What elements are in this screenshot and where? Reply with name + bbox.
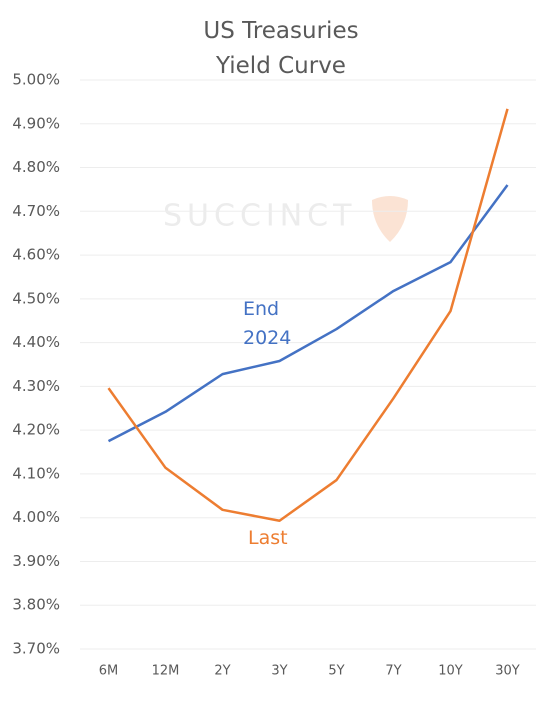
y-tick-label: 4.20% [12,421,60,439]
y-tick-label: 4.40% [12,333,60,351]
watermark-logo [372,196,408,242]
watermark: SUCCINCT [163,199,356,234]
x-tick-label: 3Y [271,664,287,679]
series-line [107,184,509,443]
y-tick-label: 4.70% [12,202,60,220]
series-label: Last [248,527,288,549]
x-tick-label: 2Y [214,664,230,679]
x-tick-label: 10Y [438,664,463,679]
x-tick-label: 5Y [328,664,344,679]
y-tick-label: 3.70% [12,640,60,658]
y-tick-label: 4.60% [12,246,60,264]
x-tick-label: 6M [99,664,119,679]
x-tick-label: 30Y [495,664,520,679]
chart-title: US Treasuries Yield Curve [203,18,359,79]
y-tick-label: 3.90% [12,552,60,570]
y-tick-label: 4.00% [12,508,60,526]
x-tick-label: 7Y [385,664,401,679]
y-tick-label: 4.80% [12,158,60,176]
y-tick-label: 4.10% [12,464,60,482]
y-tick-label: 5.00% [12,71,60,89]
y-tick-label: 4.90% [12,114,60,132]
x-tick-label: 12M [152,664,180,679]
series-line [107,108,509,523]
series-label: End 2024 [243,298,292,349]
y-tick-label: 4.50% [12,289,60,307]
y-tick-label: 3.80% [12,596,60,614]
y-tick-label: 4.30% [12,377,60,395]
